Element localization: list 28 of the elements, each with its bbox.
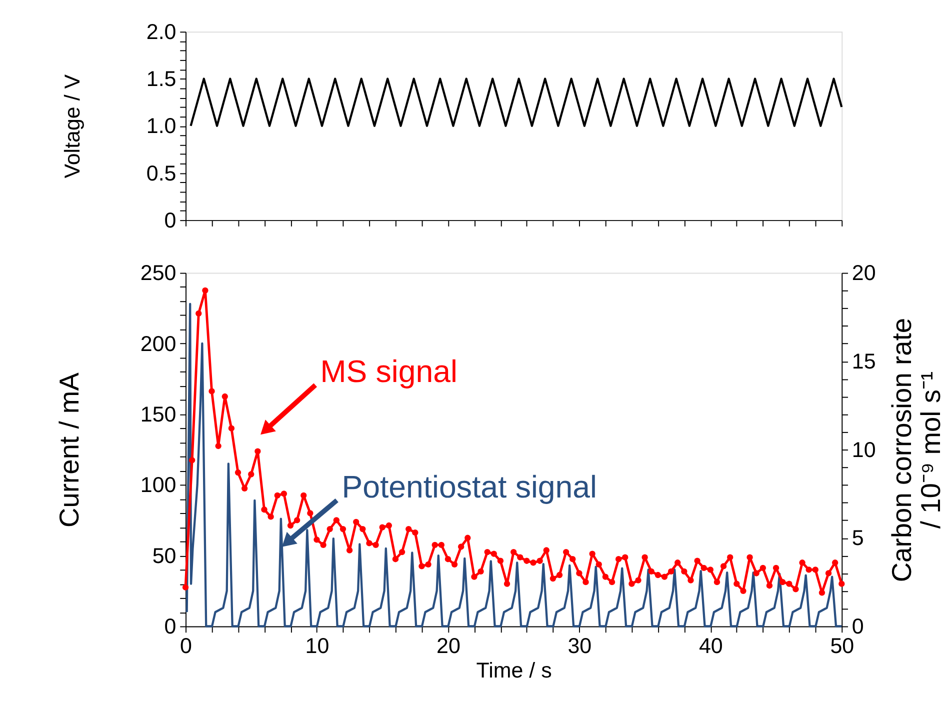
x-tick-label: 50 [830,634,854,658]
x-axis-title: Time / s [476,658,552,683]
x-tick-label: 30 [568,634,592,658]
x-tick-label: 10 [305,634,330,658]
text: MS signal [320,354,458,390]
y-tick-label: 150 [140,402,176,427]
y2-tick-label: 10 [852,438,876,462]
y-tick-label: 50 [152,544,176,568]
y-tick-label: 250 [140,261,176,286]
y-tick-label: 200 [140,332,176,356]
y2-tick-label: 0 [852,614,864,639]
y-axis-title: Voltage / V [60,74,85,178]
y-tick-label: 2.0 [146,20,176,44]
y2-tick-label: 15 [852,349,876,374]
y-tick-label: 0 [164,208,176,232]
x-tick-label: 0 [180,634,192,658]
x-tick-label: 40 [698,634,723,658]
y-tick-label: 100 [140,473,176,498]
x-tick-label: 20 [436,634,460,658]
y-tick-label: 0.5 [146,161,176,186]
y2-axis-title: Carbon corrosion rate / 10⁻⁹ mol s⁻¹ [886,318,946,582]
y-tick-label: 0 [164,614,176,639]
y-tick-label: 1.0 [146,114,176,138]
series-label: Potentiostat signal [342,469,597,504]
y-axis-title: Current / mA [54,372,85,528]
y2-tick-label: 5 [852,526,864,550]
y-tick-label: 1.5 [146,67,176,92]
y2-tick-label: 20 [852,261,876,286]
